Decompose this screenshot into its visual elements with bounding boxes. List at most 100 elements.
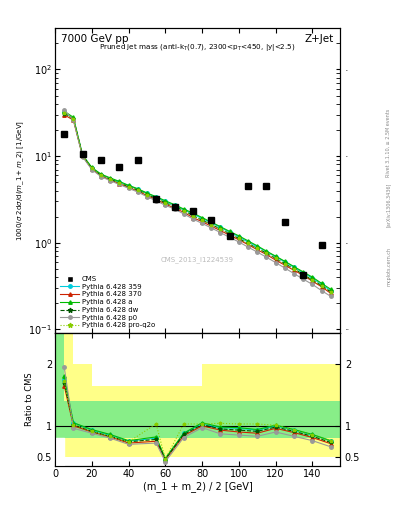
Pythia 6.428 a bbox=[209, 219, 214, 225]
Pythia 6.428 370 bbox=[319, 284, 324, 290]
Pythia 6.428 pro-q2o bbox=[62, 110, 66, 116]
Pythia 6.428 a bbox=[200, 215, 204, 221]
Pythia 6.428 370 bbox=[310, 278, 315, 284]
CMS bbox=[80, 151, 85, 157]
Pythia 6.428 dw bbox=[209, 222, 214, 228]
Pythia 6.428 pro-q2o bbox=[191, 212, 195, 219]
Pythia 6.428 pro-q2o bbox=[200, 217, 204, 223]
Pythia 6.428 370 bbox=[329, 290, 333, 296]
Pythia 6.428 pro-q2o bbox=[264, 250, 269, 256]
Pythia 6.428 dw bbox=[264, 250, 269, 256]
Pythia 6.428 p0 bbox=[227, 234, 232, 241]
Pythia 6.428 p0 bbox=[80, 154, 85, 160]
Pythia 6.428 359 bbox=[283, 259, 287, 265]
CMS bbox=[283, 219, 287, 225]
Pythia 6.428 370 bbox=[163, 201, 168, 207]
X-axis label: (m_1 + m_2) / 2 [GeV]: (m_1 + m_2) / 2 [GeV] bbox=[143, 481, 252, 493]
Pythia 6.428 359 bbox=[154, 194, 158, 200]
Pythia 6.428 pro-q2o bbox=[154, 195, 158, 201]
Pythia 6.428 dw bbox=[71, 116, 76, 122]
Pythia 6.428 pro-q2o bbox=[273, 255, 278, 262]
Pythia 6.428 a bbox=[218, 224, 223, 230]
CMS bbox=[246, 183, 250, 189]
Pythia 6.428 359 bbox=[218, 224, 223, 230]
Pythia 6.428 370 bbox=[145, 193, 149, 199]
Pythia 6.428 p0 bbox=[126, 185, 131, 191]
Pythia 6.428 pro-q2o bbox=[237, 236, 241, 242]
Pythia 6.428 359 bbox=[108, 176, 112, 182]
Pythia 6.428 370 bbox=[264, 251, 269, 258]
Pythia 6.428 p0 bbox=[172, 206, 177, 212]
Pythia 6.428 370 bbox=[80, 153, 85, 159]
Pythia 6.428 a bbox=[283, 258, 287, 264]
Pythia 6.428 370 bbox=[292, 267, 296, 273]
Pythia 6.428 a bbox=[310, 274, 315, 280]
Pythia 6.428 a bbox=[80, 152, 85, 158]
Pythia 6.428 370 bbox=[126, 184, 131, 190]
Pythia 6.428 p0 bbox=[273, 260, 278, 266]
Pythia 6.428 pro-q2o bbox=[108, 176, 112, 182]
Pythia 6.428 370 bbox=[283, 262, 287, 268]
Pythia 6.428 p0 bbox=[319, 288, 324, 294]
Pythia 6.428 370 bbox=[117, 181, 122, 187]
Pythia 6.428 dw bbox=[237, 236, 241, 242]
Pythia 6.428 359 bbox=[163, 198, 168, 204]
Pythia 6.428 a bbox=[329, 286, 333, 292]
Pythia 6.428 p0 bbox=[135, 189, 140, 195]
Pythia 6.428 pro-q2o bbox=[163, 200, 168, 206]
Pythia 6.428 dw bbox=[227, 230, 232, 237]
Pythia 6.428 370 bbox=[255, 247, 260, 253]
Text: Rivet 3.1.10, ≥ 2.5M events: Rivet 3.1.10, ≥ 2.5M events bbox=[386, 109, 391, 178]
Pythia 6.428 a bbox=[90, 164, 94, 170]
Pythia 6.428 a bbox=[108, 175, 112, 181]
Pythia 6.428 pro-q2o bbox=[329, 289, 333, 295]
Pythia 6.428 dw bbox=[108, 176, 112, 182]
Pythia 6.428 dw bbox=[117, 180, 122, 186]
Pythia 6.428 p0 bbox=[209, 225, 214, 231]
Line: CMS: CMS bbox=[61, 131, 325, 279]
Pythia 6.428 pro-q2o bbox=[246, 240, 250, 246]
Pythia 6.428 pro-q2o bbox=[292, 266, 296, 272]
Line: Pythia 6.428 dw: Pythia 6.428 dw bbox=[62, 112, 332, 294]
Pythia 6.428 370 bbox=[209, 223, 214, 229]
Pythia 6.428 dw bbox=[154, 195, 158, 201]
Pythia 6.428 359 bbox=[273, 253, 278, 260]
Pythia 6.428 pro-q2o bbox=[301, 271, 305, 278]
Pythia 6.428 pro-q2o bbox=[283, 261, 287, 267]
Pythia 6.428 dw bbox=[218, 226, 223, 232]
Pythia 6.428 dw bbox=[310, 277, 315, 283]
Pythia 6.428 a bbox=[237, 233, 241, 239]
Pythia 6.428 359 bbox=[80, 152, 85, 158]
Pythia 6.428 370 bbox=[99, 173, 103, 179]
Pythia 6.428 dw bbox=[145, 191, 149, 198]
Pythia 6.428 p0 bbox=[154, 198, 158, 204]
Pythia 6.428 pro-q2o bbox=[181, 207, 186, 214]
Pythia 6.428 a bbox=[301, 269, 305, 275]
Pythia 6.428 p0 bbox=[255, 249, 260, 255]
CMS bbox=[135, 157, 140, 163]
Pythia 6.428 pro-q2o bbox=[117, 180, 122, 186]
Pythia 6.428 dw bbox=[200, 217, 204, 223]
Text: Z+Jet: Z+Jet bbox=[305, 34, 334, 44]
Pythia 6.428 370 bbox=[71, 117, 76, 123]
Pythia 6.428 p0 bbox=[90, 166, 94, 173]
Pythia 6.428 pro-q2o bbox=[126, 183, 131, 189]
Pythia 6.428 p0 bbox=[301, 276, 305, 282]
Pythia 6.428 a bbox=[126, 182, 131, 188]
Pythia 6.428 a bbox=[264, 248, 269, 254]
Text: Pruned jet mass (anti-k$_\mathregular{T}$(0.7), 2300<p$_\mathregular{T}$<450, |y: Pruned jet mass (anti-k$_\mathregular{T}… bbox=[99, 42, 296, 53]
Pythia 6.428 p0 bbox=[310, 281, 315, 287]
Line: Pythia 6.428 370: Pythia 6.428 370 bbox=[62, 113, 332, 295]
Pythia 6.428 pro-q2o bbox=[255, 245, 260, 251]
Pythia 6.428 359 bbox=[292, 264, 296, 270]
Pythia 6.428 359 bbox=[191, 211, 195, 217]
Pythia 6.428 370 bbox=[301, 272, 305, 279]
Pythia 6.428 359 bbox=[227, 229, 232, 236]
Pythia 6.428 pro-q2o bbox=[218, 226, 223, 232]
Pythia 6.428 dw bbox=[191, 212, 195, 219]
Pythia 6.428 pro-q2o bbox=[90, 165, 94, 172]
Pythia 6.428 p0 bbox=[237, 239, 241, 245]
CMS bbox=[227, 233, 232, 239]
Pythia 6.428 359 bbox=[301, 270, 305, 276]
CMS bbox=[319, 242, 324, 248]
